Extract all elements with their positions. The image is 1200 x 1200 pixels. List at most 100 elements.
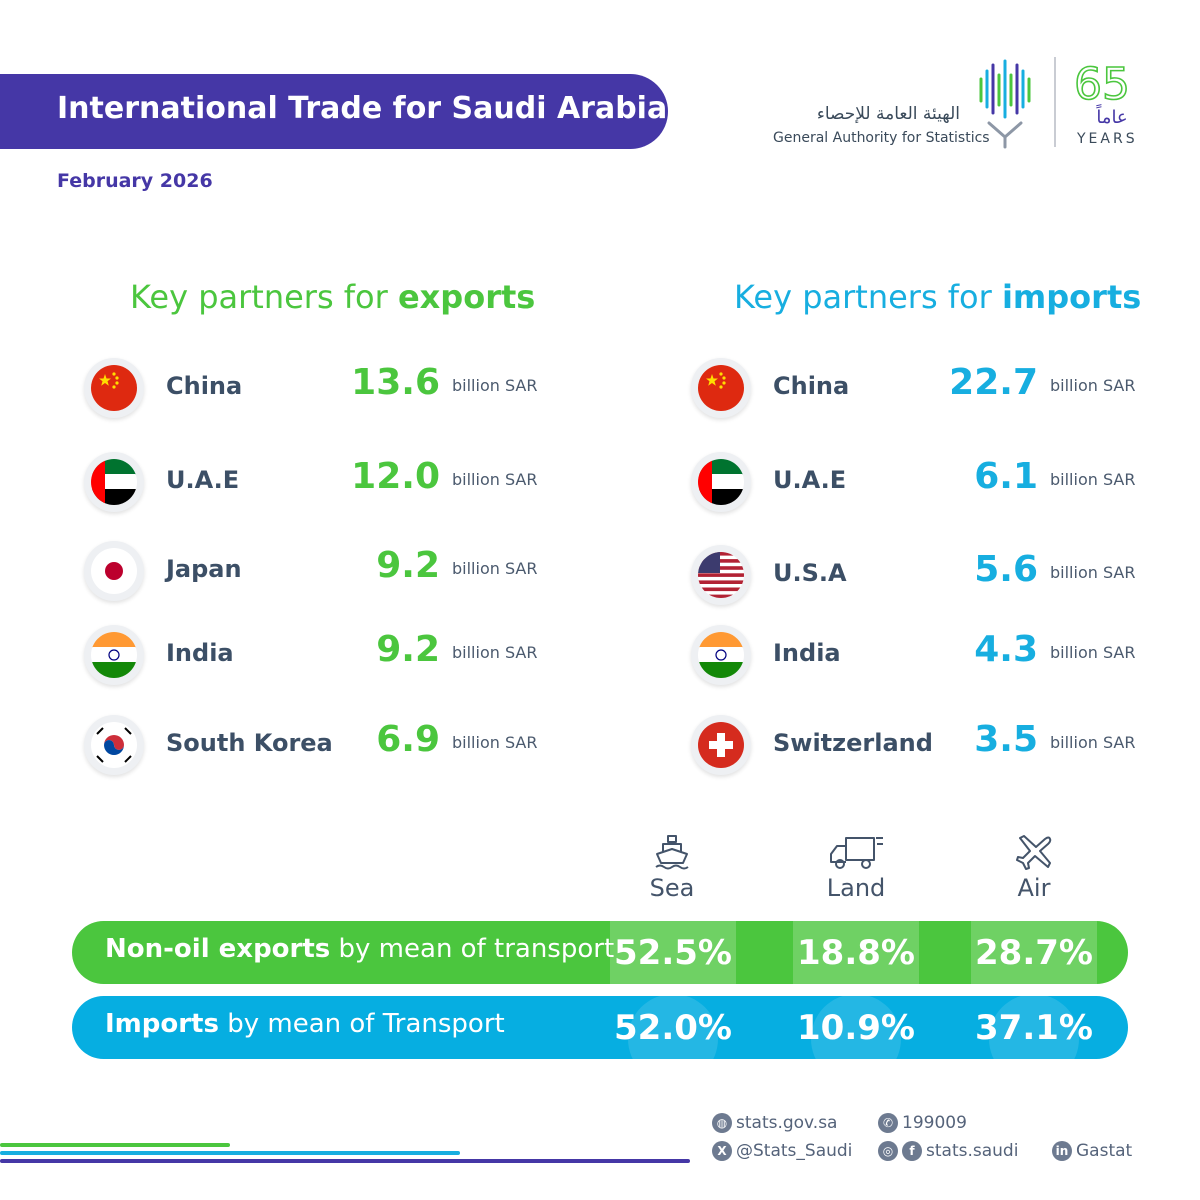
- import-value: 5.6: [974, 549, 1038, 590]
- export-unit: billion SAR: [452, 376, 538, 395]
- imports-land-value: 10.9%: [793, 994, 919, 1084]
- export-value: 9.2: [376, 545, 440, 586]
- china-flag-icon: [691, 358, 751, 418]
- non-oil-exports-sea-value: 52.5%: [610, 921, 736, 984]
- usa-flag-icon: [691, 545, 751, 605]
- import-row: Switzerland 3.5 billion SAR: [691, 715, 1151, 775]
- airplane-icon: [1016, 835, 1052, 870]
- import-country: U.S.A: [773, 559, 847, 587]
- export-country: U.A.E: [166, 466, 240, 494]
- exports-title-bold: exports: [397, 278, 536, 316]
- x-icon: X: [712, 1141, 732, 1161]
- mode-label: Sea: [649, 874, 695, 902]
- imports-transport-label: Imports by mean of Transport: [105, 1009, 505, 1039]
- import-unit: billion SAR: [1050, 733, 1136, 752]
- export-row: South Korea 6.9 billion SAR: [84, 715, 554, 775]
- china-flag-icon: [84, 358, 144, 418]
- 65-years-emblem: 65 عاماً: [1073, 58, 1131, 127]
- non-oil-exports-sea-text: 52.5%: [614, 932, 732, 973]
- imports-air-value: 37.1%: [971, 994, 1097, 1084]
- japan-flag-icon: [84, 541, 144, 601]
- export-country: India: [166, 639, 234, 667]
- gastat-emblem-icon: [979, 59, 1031, 149]
- imports-air-text: 37.1%: [975, 1007, 1093, 1048]
- non-oil-exports-land-value: 18.8%: [793, 921, 919, 984]
- import-unit: billion SAR: [1050, 643, 1136, 662]
- non-oil-exports-label-rest: by mean of transport: [330, 934, 615, 964]
- social-text: stats.saudi: [926, 1141, 1019, 1161]
- linkedin-link[interactable]: in Gastat: [1052, 1141, 1132, 1161]
- logo-english-text: General Authority for Statistics: [773, 130, 990, 146]
- export-value: 12.0: [351, 456, 440, 497]
- export-value: 9.2: [376, 629, 440, 670]
- export-unit: billion SAR: [452, 470, 538, 489]
- import-country: India: [773, 639, 841, 667]
- imports-bar: Imports by mean of Transport 52.0% 10.9%…: [72, 994, 1128, 1084]
- svg-text:عاماً: عاماً: [1095, 104, 1127, 127]
- import-value: 22.7: [949, 362, 1038, 403]
- linkedin-icon: in: [1052, 1141, 1072, 1161]
- import-row: China 22.7 billion SAR: [691, 358, 1151, 418]
- import-row: U.A.E 6.1 billion SAR: [691, 452, 1151, 512]
- non-oil-exports-land-text: 18.8%: [797, 932, 915, 973]
- non-oil-exports-label: Non-oil exports by mean of transport: [105, 934, 614, 964]
- uae-flag-icon: [84, 452, 144, 512]
- imports-section-title: Key partners for imports: [734, 278, 1141, 316]
- twitter-text: @Stats_Saudi: [736, 1141, 853, 1161]
- title-banner: [0, 74, 668, 149]
- export-country: Japan: [166, 555, 242, 583]
- truck-icon: [830, 837, 883, 869]
- export-value: 13.6: [351, 362, 440, 403]
- import-value: 6.1: [974, 456, 1038, 497]
- export-unit: billion SAR: [452, 733, 538, 752]
- website-link[interactable]: ◍ stats.gov.sa: [712, 1113, 837, 1133]
- phone-icon: ✆: [878, 1113, 898, 1133]
- mode-label: Air: [1017, 874, 1051, 902]
- mode-land: Land: [796, 832, 916, 902]
- years-label: YEARS: [1077, 131, 1138, 147]
- export-row: Japan 9.2 billion SAR: [84, 541, 554, 601]
- imports-sea-value: 52.0%: [610, 994, 736, 1084]
- export-row: U.A.E 12.0 billion SAR: [84, 452, 554, 512]
- imports-title-prefix: Key partners for: [734, 278, 1002, 316]
- imports-land-text: 10.9%: [797, 1007, 915, 1048]
- imports-title-bold: imports: [1001, 278, 1142, 316]
- import-unit: billion SAR: [1050, 376, 1136, 395]
- import-row: U.S.A 5.6 billion SAR: [691, 545, 1151, 605]
- non-oil-exports-label-bold: Non-oil exports: [105, 934, 331, 964]
- mode-air: Air: [974, 832, 1094, 902]
- india-flag-icon: [84, 625, 144, 685]
- linkedin-text: Gastat: [1076, 1141, 1133, 1161]
- footer-line-green: [0, 1143, 230, 1147]
- ship-icon: [655, 835, 689, 870]
- export-unit: billion SAR: [452, 559, 538, 578]
- globe-icon: ◍: [712, 1113, 732, 1133]
- social-link[interactable]: ◎ f stats.saudi: [878, 1141, 1018, 1161]
- imports-transport-label-bold: Imports: [105, 1009, 219, 1039]
- svg-text:65: 65: [1074, 59, 1130, 110]
- twitter-link[interactable]: X @Stats_Saudi: [712, 1141, 852, 1161]
- import-country: U.A.E: [773, 466, 847, 494]
- instagram-icon: ◎: [878, 1141, 898, 1161]
- import-row: India 4.3 billion SAR: [691, 625, 1151, 685]
- report-date: February 2026: [57, 170, 213, 192]
- logo-divider: [1054, 57, 1056, 147]
- south-korea-flag-icon: [84, 715, 144, 775]
- logo-arabic-text: الهيئة العامة للإحصاء: [816, 104, 960, 124]
- import-unit: billion SAR: [1050, 470, 1136, 489]
- footer-line-blue: [0, 1151, 460, 1155]
- import-country: China: [773, 372, 850, 400]
- switzerland-flag-icon: [691, 715, 751, 775]
- mode-label: Land: [826, 874, 886, 902]
- phone-text: 199009: [902, 1113, 967, 1133]
- uae-flag-icon: [691, 452, 751, 512]
- export-country: South Korea: [166, 729, 333, 757]
- export-row: China 13.6 billion SAR: [84, 358, 554, 418]
- facebook-icon: f: [902, 1141, 922, 1161]
- mode-sea: Sea: [612, 832, 732, 902]
- gastat-logo: الهيئة العامة للإحصاء General Authority …: [770, 52, 1150, 152]
- page-title: International Trade for Saudi Arabia: [57, 91, 668, 126]
- import-country: Switzerland: [773, 729, 933, 757]
- export-value: 6.9: [376, 719, 440, 760]
- phone-link[interactable]: ✆ 199009: [878, 1113, 967, 1133]
